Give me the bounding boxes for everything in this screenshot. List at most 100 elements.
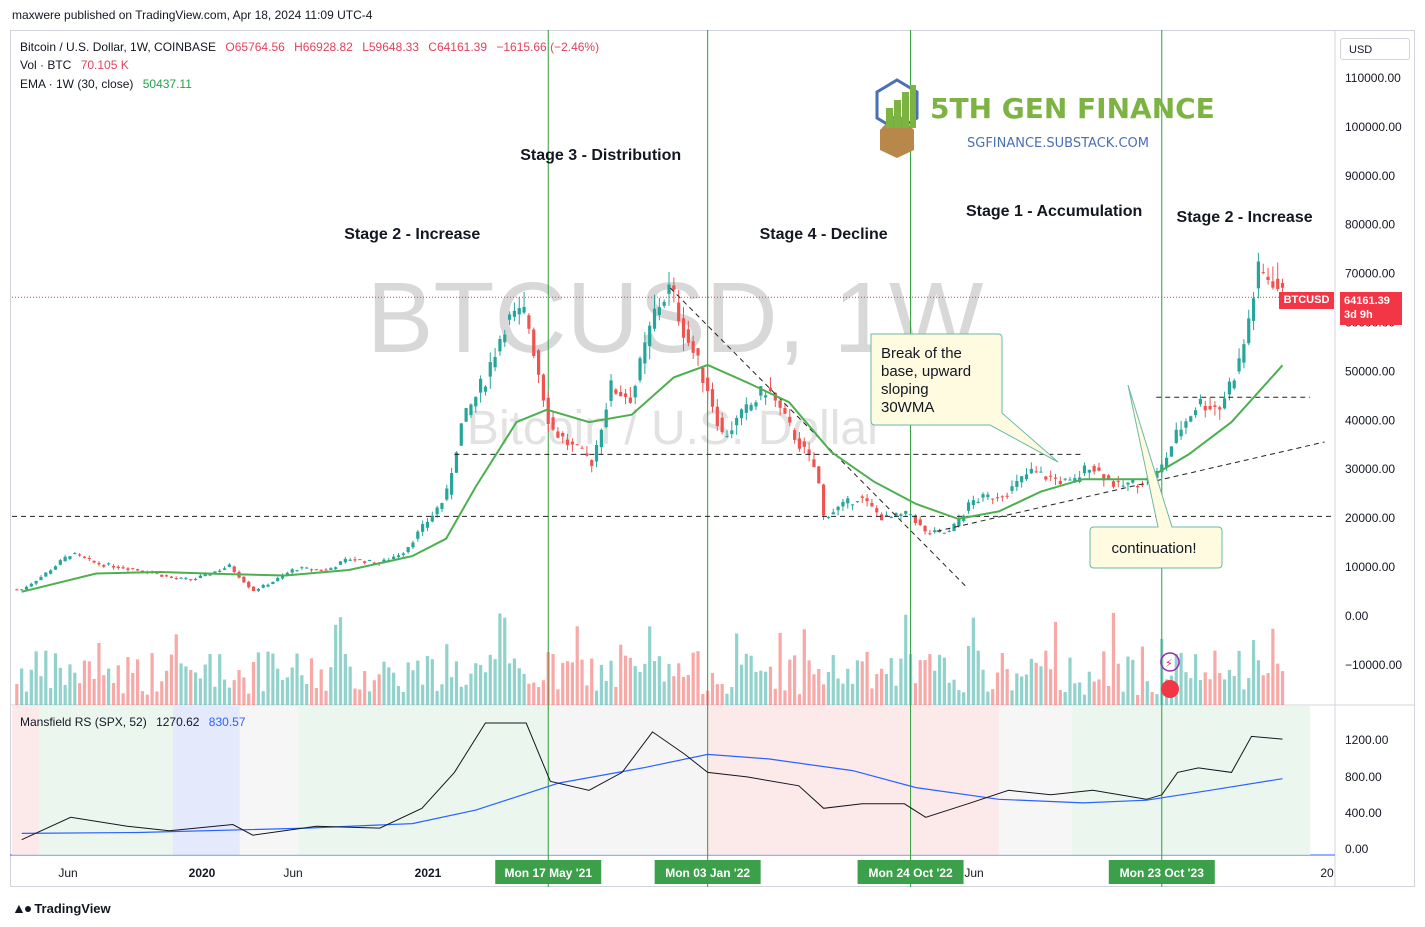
candle-body xyxy=(889,516,893,518)
trend-line xyxy=(936,441,1325,532)
date-badge-bg xyxy=(654,860,761,884)
logo-bar-icon xyxy=(910,85,916,128)
candle-body xyxy=(92,560,96,563)
candle-body xyxy=(749,404,753,411)
legend-symbol: Bitcoin / U.S. Dollar, 1W, COINBASE xyxy=(20,40,217,54)
legend-ema-value: 50437.11 xyxy=(142,77,192,91)
volume-bar xyxy=(256,652,260,705)
volume-bar xyxy=(498,613,502,705)
candle-body xyxy=(174,578,178,580)
candle-body xyxy=(725,435,729,437)
candle-body xyxy=(290,569,294,573)
volume-bar xyxy=(488,654,492,705)
tradingview-footer[interactable]: ▲● TradingView xyxy=(12,900,111,916)
volume-bar xyxy=(594,690,599,705)
rs-axis-tick: 400.00 xyxy=(1345,806,1382,820)
volume-bar xyxy=(251,662,256,705)
candle-body xyxy=(590,460,594,466)
candle-body xyxy=(585,453,589,456)
volume-bar xyxy=(976,650,980,705)
volume-bar xyxy=(952,679,956,705)
candle-body xyxy=(435,507,439,515)
candle-body xyxy=(991,498,995,500)
candle-body xyxy=(841,501,845,507)
volume-bar xyxy=(454,661,459,705)
candle-body xyxy=(208,574,212,576)
volume-bar xyxy=(754,671,758,705)
candle-body xyxy=(454,452,459,473)
candle-body xyxy=(706,377,710,392)
volume-bar xyxy=(918,660,922,705)
volume-bar xyxy=(889,658,893,705)
candle-body xyxy=(179,577,183,579)
volume-bar xyxy=(710,673,715,705)
volume-bar xyxy=(744,653,748,705)
callout-continuation: continuation! xyxy=(1089,384,1223,569)
volume-bar xyxy=(860,661,864,705)
volume-bar xyxy=(208,654,212,705)
callout-text-line: sloping xyxy=(881,381,929,398)
candle-body xyxy=(971,500,975,506)
candle-body xyxy=(536,350,541,375)
candle-body xyxy=(1189,416,1193,422)
candle-body xyxy=(1049,475,1053,477)
candle-body xyxy=(107,563,111,565)
ema-30-line xyxy=(21,363,1284,593)
currency-selector[interactable]: USD xyxy=(1340,38,1410,60)
volume-bar xyxy=(324,690,328,705)
volume-bar xyxy=(604,681,608,705)
candle-body xyxy=(696,348,700,356)
volume-bar xyxy=(836,678,840,705)
volume-bar xyxy=(213,686,217,705)
bar-countdown: 3d 9h xyxy=(1344,309,1373,321)
volume-bar xyxy=(29,669,33,705)
candle-body xyxy=(981,494,985,498)
candle-body xyxy=(1247,318,1251,344)
volume-bar xyxy=(1140,646,1145,705)
volume-bar xyxy=(793,655,797,705)
volume-bar xyxy=(184,666,188,705)
candle-body xyxy=(116,566,120,569)
candle-body xyxy=(15,589,19,591)
candle-body xyxy=(739,409,744,419)
volume-bar xyxy=(759,670,763,705)
volume-bar xyxy=(406,662,410,705)
candle-body xyxy=(469,404,473,416)
candle-body xyxy=(1193,410,1198,416)
candle-body xyxy=(425,521,430,528)
candle-body xyxy=(565,439,570,446)
published-by: maxwere published on TradingView.com, Ap… xyxy=(12,8,373,22)
candle-body xyxy=(1068,479,1072,481)
candle-body xyxy=(831,512,835,515)
volume-bar xyxy=(846,668,850,705)
candle-body xyxy=(440,503,444,509)
volume-bar xyxy=(1232,676,1236,705)
candle-body xyxy=(334,567,338,569)
volume-bar xyxy=(290,667,294,705)
volume-bar xyxy=(628,657,632,705)
volume-bar xyxy=(908,654,913,705)
volume-bar xyxy=(372,680,376,705)
volume-bar xyxy=(198,678,203,705)
candle-body xyxy=(1179,429,1183,437)
volume-bar xyxy=(1000,653,1004,705)
volume-bar xyxy=(1068,657,1072,705)
mansfield-rs-line xyxy=(21,722,1283,841)
volume-bar xyxy=(1010,690,1014,705)
volume-bar xyxy=(319,669,323,705)
volume-bar xyxy=(1271,628,1275,705)
volume-bar xyxy=(150,653,154,705)
volume-bar xyxy=(1058,690,1062,705)
volume-bar xyxy=(271,653,275,705)
volume-bar xyxy=(947,682,951,705)
volume-bar xyxy=(1213,650,1217,705)
candle-body xyxy=(826,517,831,519)
callout-bubble xyxy=(1089,384,1223,569)
candle-body xyxy=(986,494,990,498)
candle-body xyxy=(1092,465,1096,472)
volume-bar xyxy=(300,675,304,705)
candle-body xyxy=(324,569,328,571)
volume-bar xyxy=(1015,673,1019,705)
candle-body xyxy=(643,342,647,364)
